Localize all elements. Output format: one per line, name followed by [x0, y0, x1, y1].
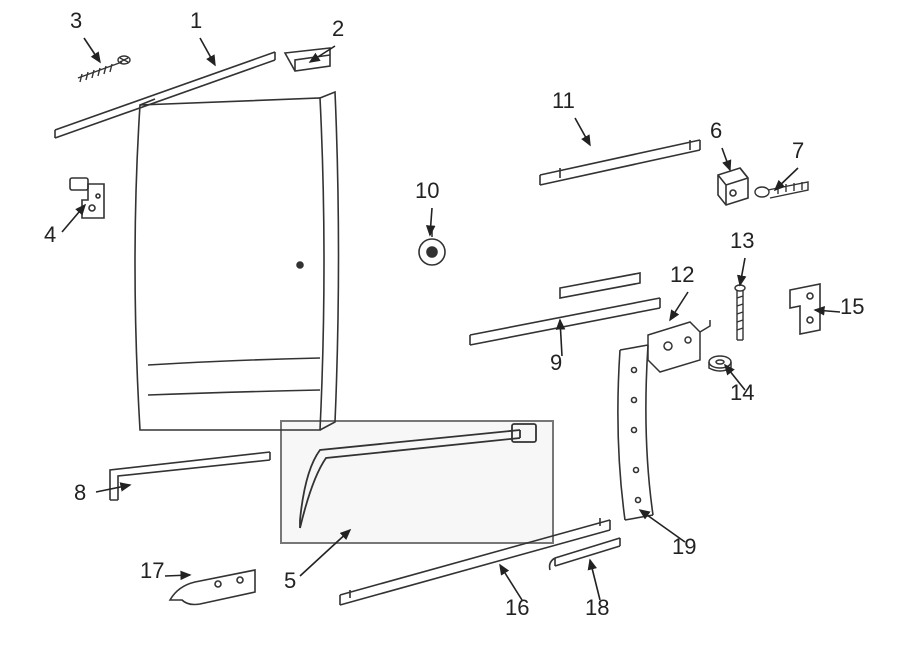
part-1-upper-rail — [55, 52, 275, 138]
parts-layer — [0, 0, 900, 661]
part-4-hinge — [70, 178, 104, 218]
part-19-pillar — [618, 345, 653, 520]
part-6-stop — [718, 168, 748, 205]
callout-arrows — [62, 38, 840, 600]
exploded-parts-diagram: 1 2 3 4 5 6 7 8 9 10 11 12 13 14 15 16 1… — [0, 0, 900, 661]
part-12-latch — [648, 320, 710, 372]
part-9-mid-rail — [470, 273, 660, 345]
part-3-screw — [78, 56, 130, 82]
part-door-panel — [135, 92, 339, 430]
part-11-track — [540, 140, 700, 185]
part-13-long-bolt — [735, 285, 745, 340]
part-5-channel — [300, 424, 536, 528]
part-8-lower-rail — [110, 452, 270, 500]
part-15-bracket — [790, 284, 820, 334]
part-10-roller — [419, 231, 445, 265]
part-2-bracket — [285, 48, 330, 71]
part-18-link — [550, 538, 620, 570]
